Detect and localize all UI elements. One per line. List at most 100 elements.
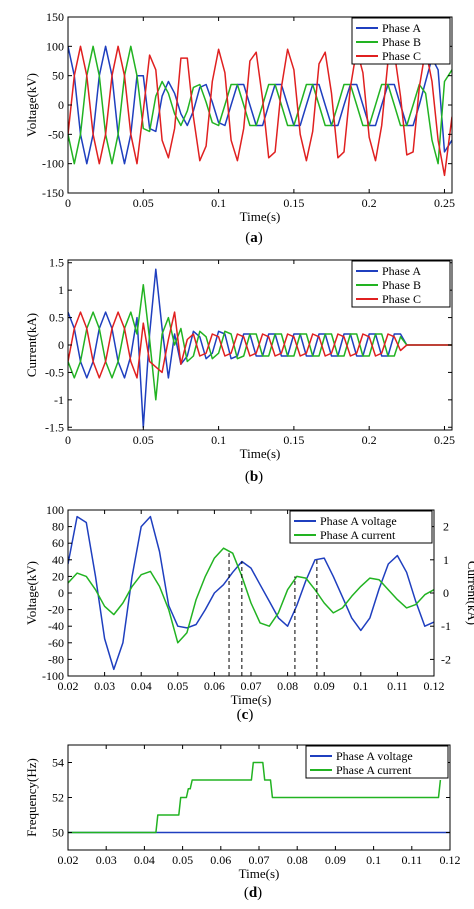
y-tick-label: 50 (52, 69, 64, 83)
x-tick-label: 0.09 (314, 679, 335, 693)
y-tick-label: 1.5 (49, 256, 64, 270)
x-tick-label: 0.04 (134, 853, 155, 867)
y-tick-label: -0.5 (45, 365, 64, 379)
y-tick-label: -100 (42, 157, 64, 171)
y-axis-label: Voltage(kV) (24, 561, 39, 625)
series-line-b-0 (68, 268, 452, 429)
y-tick-label: 1 (58, 283, 64, 297)
caption-open: ( (244, 885, 249, 901)
caption-close: ) (258, 230, 263, 246)
y-tick-label: -1.5 (45, 420, 64, 434)
panel-caption: (d) (244, 885, 262, 901)
x-tick-label: 0.11 (402, 853, 423, 867)
legend-entry: Phase A voltage (320, 514, 397, 528)
y-tick-label: -20 (48, 603, 64, 617)
chart-panel-b: 0 0.05 0.1 0.15 0.2 0.25 -1.5 -1 -0.5 0 0.5 1 1.5 Tim… (24, 256, 455, 485)
x-tick-label: 0.03 (94, 679, 115, 693)
x-tick-label: 0.25 (434, 196, 455, 210)
legend-entry: Phase A current (320, 528, 396, 542)
caption-close: ) (257, 885, 262, 901)
x-axis-label: Time(s) (240, 446, 281, 461)
y-tick-label: 100 (46, 503, 64, 517)
series-line-a-2 (68, 45, 452, 177)
y-tick-label: 0.5 (49, 311, 64, 325)
legend-entry: Phase A (382, 21, 421, 35)
x-tick-label: 0.05 (133, 196, 154, 210)
legend-entry: Phase A current (336, 763, 412, 777)
caption-letter: c (242, 707, 249, 723)
x-tick-label: 0.15 (283, 196, 304, 210)
y-tick-label-right: 2 (443, 520, 449, 534)
panel-caption: (b) (245, 469, 263, 485)
legend-box (289, 510, 433, 544)
y-tick-label-right: -2 (441, 652, 451, 666)
chart-panel-c: 0.02 0.03 0.04 0.05 0.06 0.07 0.08 0.09 0.1 0.11 0… (24, 503, 474, 723)
x-tick-label: 0.12 (440, 853, 461, 867)
caption-open: ( (245, 469, 250, 485)
y-tick-label: 80 (52, 520, 64, 534)
y-tick-label: 100 (46, 39, 64, 53)
x-tick-label: 0.03 (96, 853, 117, 867)
y-axis-label: Voltage(kV) (24, 73, 39, 137)
x-tick-label: 0 (65, 196, 71, 210)
y-tick-label-right: 1 (443, 553, 449, 567)
y-tick-label: 0 (58, 586, 64, 600)
x-tick-label: 0.04 (131, 679, 152, 693)
legend-box (305, 745, 449, 779)
x-tick-label: 0.05 (172, 853, 193, 867)
x-tick-label: 0.15 (283, 433, 304, 447)
y-tick-label: -1 (54, 393, 64, 407)
legend-entry: Phase A voltage (336, 749, 413, 763)
y-tick-label: 40 (52, 553, 64, 567)
y-tick-label-right: 0 (443, 586, 449, 600)
caption-close: ) (248, 707, 253, 723)
x-tick-label: 0.2 (362, 196, 377, 210)
x-tick-label: 0.08 (287, 853, 308, 867)
y-tick-label: 0 (58, 98, 64, 112)
x-tick-label: 0.05 (167, 679, 188, 693)
panel-caption: (a) (245, 230, 263, 246)
caption-letter: a (250, 230, 258, 246)
x-tick-label: 0.2 (362, 433, 377, 447)
y-tick-label: -150 (42, 186, 64, 200)
caption-letter: d (249, 885, 258, 901)
y-tick-label: -80 (48, 652, 64, 666)
chart-panel-a: 0 0.05 0.1 0.15 0.2 0.25 -150 -100 -50 0 50 100 150 T… (24, 10, 455, 246)
y-tick-label: 60 (52, 536, 64, 550)
panel-caption: (c) (237, 707, 254, 723)
series-line-d-1 (68, 761, 442, 834)
caption-open: ( (245, 230, 250, 246)
caption-letter: b (250, 469, 258, 485)
y-tick-label: -60 (48, 636, 64, 650)
x-axis-label: Time(s) (240, 209, 281, 224)
legend-entry: Phase C (382, 49, 421, 63)
x-axis-label: Time(s) (231, 692, 272, 707)
y-tick-label: 150 (46, 10, 64, 24)
x-tick-label: 0.06 (204, 679, 225, 693)
y-tick-label: 52 (52, 791, 64, 805)
y-tick-label: -50 (48, 127, 64, 141)
x-tick-label: 0.12 (424, 679, 445, 693)
legend-entry: Phase A (382, 264, 421, 278)
x-tick-label: 0 (65, 433, 71, 447)
x-tick-label: 0.07 (241, 679, 262, 693)
x-tick-label: 0.06 (210, 853, 231, 867)
x-tick-label: 0.08 (277, 679, 298, 693)
y-tick-label: 20 (52, 569, 64, 583)
y-axis-label: Current(kA) (24, 313, 39, 377)
y-tick-label: -40 (48, 619, 64, 633)
series-line-a-1 (68, 45, 452, 165)
series-line-a-0 (68, 45, 452, 165)
y-tick-label-right: -1 (441, 619, 451, 633)
y-tick-label: -100 (42, 669, 64, 683)
x-tick-label: 0.05 (133, 433, 154, 447)
chart-panel-d: 0.02 0.03 0.04 0.05 0.06 0.07 0.08 0.09 0.1 0.11 0… (24, 744, 461, 901)
y-tick-label: 54 (52, 756, 64, 770)
x-tick-label: 0.11 (387, 679, 408, 693)
series-line-b-2 (68, 311, 452, 379)
caption-open: ( (237, 707, 242, 723)
series-line-c-1 (68, 547, 434, 644)
